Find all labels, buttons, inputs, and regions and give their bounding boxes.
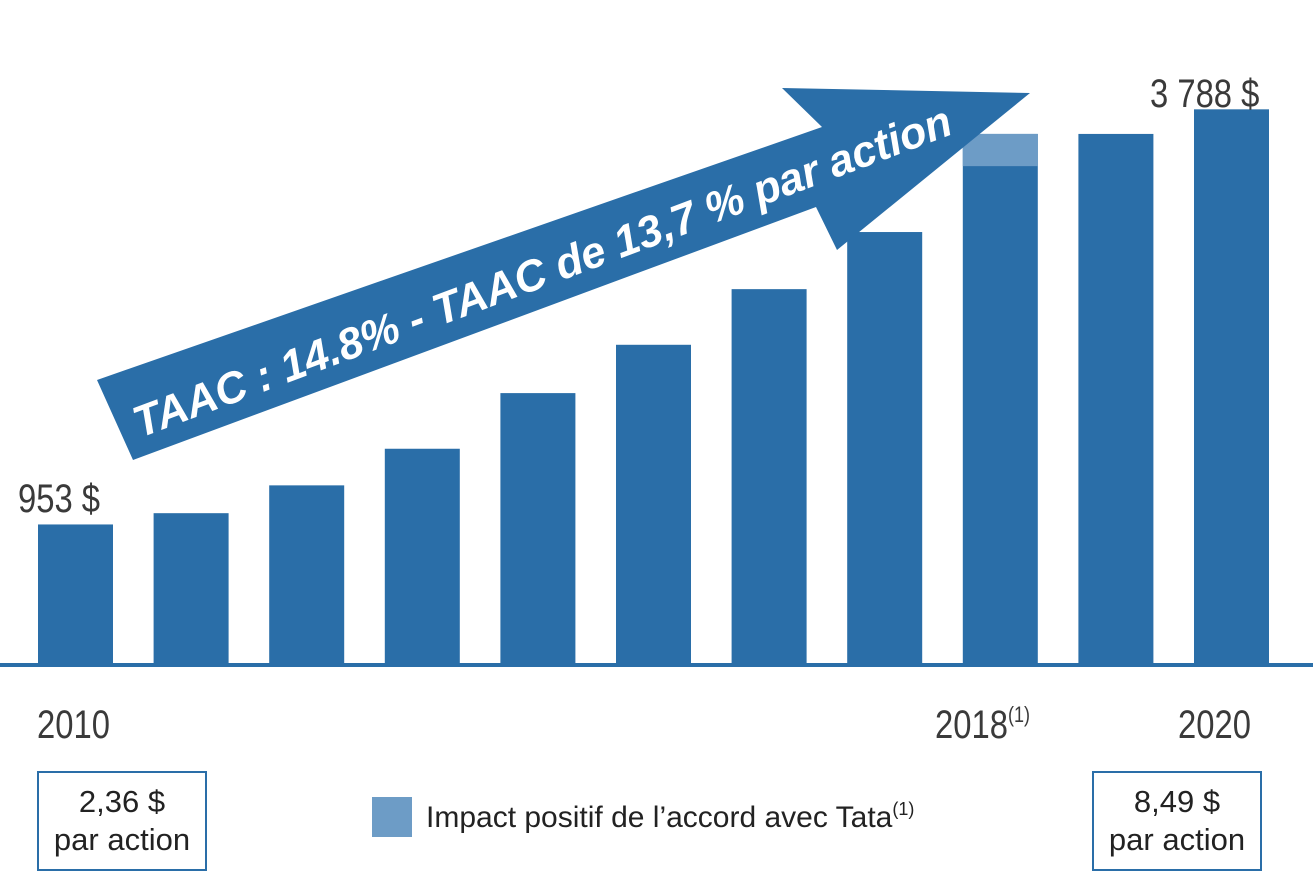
x-tick-label-2018-footnote: (1) [1008, 703, 1030, 727]
bar-5 [616, 344, 691, 664]
per-share-end-value: 8,49 $ [1133, 784, 1221, 819]
per-share-start-value: 2,36 $ [78, 784, 166, 819]
bar-0 [38, 524, 113, 664]
bar-9 [1078, 133, 1154, 664]
last-bar-value-label: 3 788 $ [1150, 71, 1259, 116]
x-tick-label-2020: 2020 [1178, 702, 1251, 747]
x-tick-label-2010: 2010 [37, 702, 110, 747]
per-share-start-unit: par action [53, 822, 191, 857]
legend-swatch-tata [372, 797, 412, 837]
bar-7 [847, 232, 923, 665]
bar-2 [269, 485, 345, 664]
legend-footnote: (1) [892, 799, 915, 819]
bars-group [38, 109, 1269, 665]
bar-6 [731, 289, 807, 664]
legend: Impact positif de l’accord avec Tata(1) [372, 797, 914, 837]
per-share-end-box: 8,49 $ par action [1092, 771, 1262, 871]
cagr-arrow-shape [97, 88, 1030, 460]
bar-8 [962, 133, 1038, 664]
bar-8-tata-impact [962, 133, 1038, 167]
x-tick-label-2018-text: 2018 [935, 702, 1008, 747]
legend-label-text: Impact positif de l’accord avec Tata [426, 801, 893, 834]
legend-label: Impact positif de l’accord avec Tata(1) [426, 799, 914, 835]
x-tick-label-2018: 2018(1) [935, 702, 1030, 747]
bar-10 [1194, 109, 1269, 665]
per-share-start-box: 2,36 $ par action [37, 771, 207, 871]
bar-4 [500, 393, 576, 664]
per-share-end-unit: par action [1108, 822, 1246, 857]
first-bar-value-label: 953 $ [18, 476, 100, 521]
bar-1 [153, 513, 229, 664]
bar-3 [384, 448, 460, 664]
